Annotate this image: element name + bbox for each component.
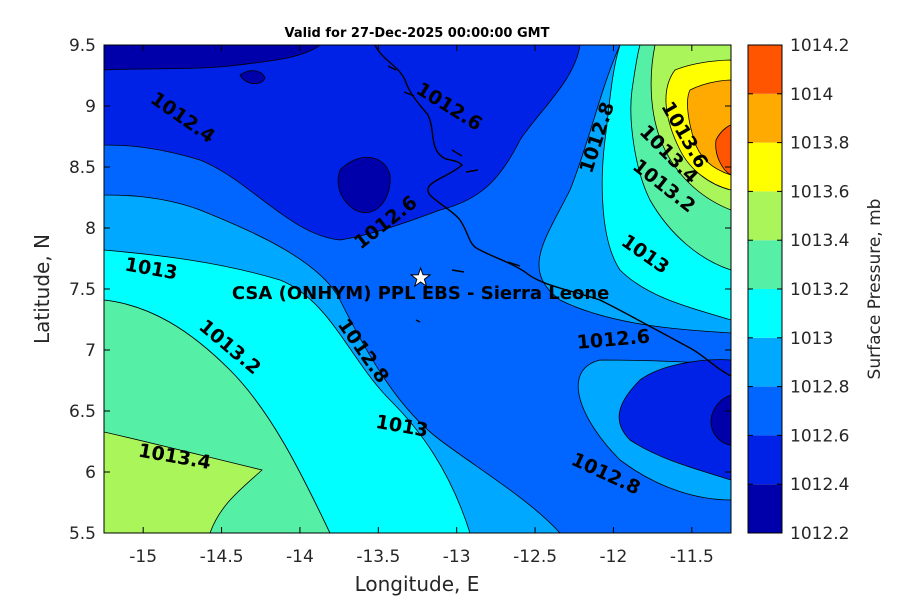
colorbar-segment: [748, 386, 782, 436]
colorbar-tick-label: 1013.2: [790, 280, 849, 300]
colorbar-tick-label: 1013.6: [790, 182, 849, 202]
colorbar-segment: [748, 142, 782, 192]
x-axis: -15 -14.5 -14 -13.5 -13 -12.5 -12 -11.5: [129, 45, 714, 567]
station-star-icon: [409, 266, 432, 288]
x-tick-label: -13.5: [356, 547, 400, 567]
contour-plot-area: 1012.4 1012.6 1012.81012.610131012.81013.2…: [104, 45, 731, 533]
y-tick-label: 6: [85, 463, 96, 483]
colorbar-tick-label: 1012.2: [790, 524, 849, 544]
colorbar-tick-label: 1012.4: [790, 475, 849, 495]
y-tick-label: 8.5: [69, 158, 96, 178]
colorbar-label: Surface Pressure, mb: [865, 199, 885, 380]
colorbar-tick-label: 1013: [790, 329, 833, 349]
contour-band-1012-2-northwest: [104, 45, 321, 71]
contour-band-1013-4-southwest: [104, 431, 263, 533]
x-tick-label: -12.5: [513, 547, 557, 567]
y-tick-label: 9.5: [69, 36, 96, 56]
x-tick-label: -12: [600, 547, 628, 567]
station-label: CSA (ONHYM) PPL EBS - Sierra Leone: [232, 283, 609, 304]
x-tick-label: -14.5: [200, 547, 244, 567]
colorbar-tick-label: 1012.6: [790, 426, 849, 446]
colorbar-segment: [748, 435, 782, 485]
colorbar-tick-label: 1012.8: [790, 378, 849, 398]
coastline-islands: [387, 65, 521, 323]
contour-band-1012-2-small: [239, 70, 266, 85]
colorbar-tick-label: 1014.2: [790, 36, 849, 56]
y-tick-label: 5.5: [69, 524, 96, 544]
coastline: [374, 45, 731, 377]
colorbar-tick-label: 1013.8: [790, 134, 849, 154]
colorbar: 1012.2 1012.4 1012.6 1012.8 1013 1013.2 1013.4…: [747, 36, 849, 544]
colorbar-tick-label: 1013.4: [790, 231, 849, 251]
colorbar-segment: [748, 289, 782, 338]
colorbar-segment: [748, 45, 782, 94]
colorbar-segment: [748, 93, 782, 143]
y-axis: 5.5 6 6.5 7 7.5 8 8.5 9 9.5: [69, 36, 731, 544]
y-tick-label: 9: [85, 97, 96, 117]
colorbar-segment: [748, 191, 782, 241]
colorbar-segment: [748, 240, 782, 289]
contour-band-1014-northeast: [715, 124, 731, 176]
x-tick-label: -11.5: [670, 547, 714, 567]
contour-band-1012-2-central: [337, 156, 391, 213]
contour-band-1012-2-southeast: [710, 394, 731, 446]
contour-band-1013-cyan: [104, 249, 471, 533]
colorbar-segment: [748, 484, 782, 533]
contour-band-1012-4-southeast: [618, 359, 731, 481]
chart-title: Valid for 27-Dec-2025 00:00:00 GMT: [285, 26, 550, 41]
colorbar-tick-label: 1014: [790, 85, 833, 105]
x-tick-label: -15: [129, 547, 157, 567]
colorbar-segment: [748, 337, 782, 387]
contour-band-1012-4-north: [104, 45, 581, 241]
y-tick-label: 7: [85, 341, 96, 361]
x-axis-label: Longitude, E: [355, 572, 480, 596]
y-tick-label: 8: [85, 219, 96, 239]
y-axis-label: Latitude, N: [30, 234, 54, 344]
y-tick-label: 7.5: [69, 280, 96, 300]
y-tick-label: 6.5: [69, 402, 96, 422]
x-tick-label: -13: [443, 547, 471, 567]
x-tick-label: -14: [286, 547, 314, 567]
